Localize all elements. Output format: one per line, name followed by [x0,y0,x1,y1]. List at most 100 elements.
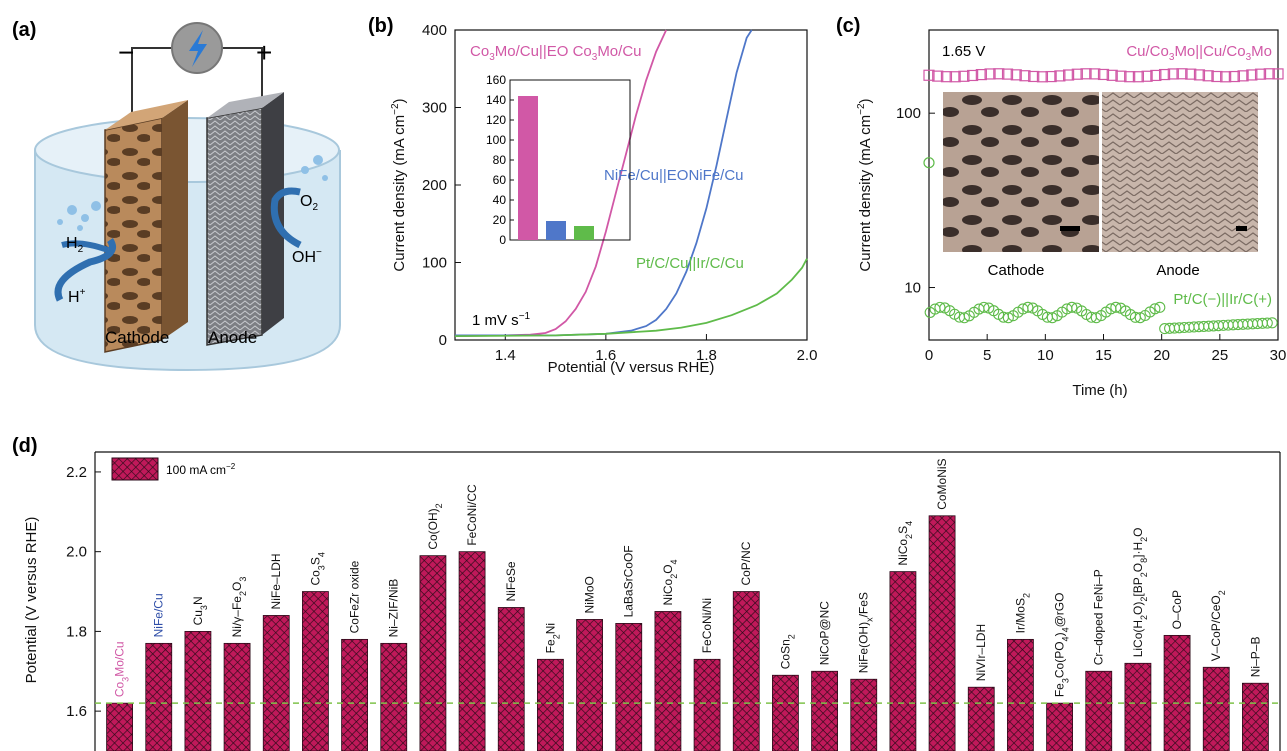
square-marker [1019,70,1031,82]
square-marker [1071,68,1083,80]
square-marker [1097,68,1110,81]
circle-marker [1090,312,1102,324]
cathode-side [162,100,188,340]
y-tick-label: 10 [904,280,921,297]
h2-arrow-icon [61,240,110,253]
bar-label: O–CoP [1170,590,1184,629]
bar-label: Cr–doped FeNi–P [1092,569,1106,665]
panel-b-curves [454,29,808,337]
bar-label: NiCo2O4 [661,559,679,605]
x-tick-label: 1.6 [595,347,616,364]
circle-marker [1266,317,1278,329]
panel-b-scan-rate: 1 mV s−1 [472,311,531,329]
circle-marker [1154,301,1166,313]
inset-y-tick-label: 60 [493,173,507,187]
cathode-sem-label: Cathode [988,262,1045,279]
circle-marker [923,157,935,169]
square-marker [1228,70,1240,83]
cathode-scale-bar [1060,226,1080,231]
square-marker [1211,70,1223,83]
panel-d-ticks: 1.6 1.8 2.0 2.2 [66,464,101,720]
panel-b-series-label-co3mo: Co3Mo/Cu||EO Co3Mo/Cu [470,43,642,63]
y-tick-label: 1.8 [66,623,87,640]
bar [772,674,799,751]
bar-label: CoP/NC [739,541,753,585]
bar [928,515,956,751]
square-marker [932,70,944,82]
square-marker [1062,69,1075,81]
square-marker [1237,70,1249,82]
bar-label: Ni–P–B [1248,637,1262,678]
bar-label: FeCoNi/CC [465,484,479,546]
o2-label: O2 [300,193,318,213]
square-marker [1272,68,1284,80]
panel-c-ylabel: Current density (mA cm−2) [856,98,874,271]
square-marker [1115,70,1127,82]
circle-marker [1046,312,1058,324]
inset-y-tick-label: 40 [493,193,507,207]
y-tick-label: 100 [422,255,447,272]
bar [1124,662,1152,751]
y-tick-label: 2.2 [66,464,87,481]
plus-sign: + [256,37,272,68]
panel-label-a: (a) [12,19,36,41]
circle-marker [1149,303,1161,315]
circle-marker [978,301,990,313]
anode-sem-image [1102,92,1258,252]
square-marker [1001,68,1014,80]
bar-label: Co3Mo/Cu [113,641,131,697]
inset-y-tick-label: 120 [486,113,506,127]
panel-b-ylabel: Current density (mA cm−2) [390,98,408,271]
bar [537,658,564,751]
inset-y-tick-label: 100 [486,133,506,147]
inset-bar-2 [574,226,594,240]
bar-label: Ni/γ–Fe2O3 [230,577,248,638]
bar-label: NiCoP@NC [818,601,832,666]
bar [380,642,408,751]
square-marker [1167,68,1179,80]
bar-label: CoFeZr oxide [348,560,362,633]
panel-b-frame [454,29,808,341]
bar [654,611,682,751]
panel-label-b: (b) [368,15,394,37]
bar-label: V–CoP/CeO2 [1209,590,1227,661]
bar [1242,682,1269,751]
square-marker [1254,68,1267,80]
bar-label: Co3S4 [308,552,326,585]
bar-label: CoMoNiS [935,458,949,509]
bar [889,571,917,751]
bar [1163,634,1191,751]
circle-marker [1002,312,1014,324]
panel-c-points [923,68,1284,335]
square-marker [1080,68,1092,80]
circle-marker [934,301,946,313]
cathode-label: Cathode [105,328,169,347]
square-marker [1141,70,1153,82]
panel-d-bars: Co3Mo/Cu NiFe/Cu Cu3N Ni/γ–Fe2O3 NiFe–LDH Co3… [95,458,1280,751]
bar [223,642,251,751]
panel-label-d: (d) [12,435,38,457]
y-tick-label: 100 [896,105,921,122]
anode-top [207,92,284,118]
panel-b-inset-bar-chart: 0 20 40 60 80 100 120 140 160 [486,73,631,247]
circle-marker [1134,312,1146,324]
series-line-0 [454,29,668,337]
square-marker [1220,71,1232,83]
panel-d-potential-bar-chart: 1.6 1.8 2.0 2.2 Co3Mo/Cu NiFe/Cu Cu3N Ni/γ–Fe2… [23,451,1281,751]
circle-marker [1022,301,1034,313]
square-marker [1132,71,1145,83]
panel-d-legend-label: 100 mA cm−2 [166,462,236,477]
panel-c-xlabel: Time (h) [1072,382,1127,399]
bar-label: NiCo2S4 [896,521,914,566]
bar [732,591,760,751]
square-marker [967,69,979,82]
gas-bubbles-icon [57,155,328,231]
square-marker [1089,68,1101,80]
x-tick-label: 1.4 [495,347,516,364]
circle-marker [958,312,970,324]
bar [811,670,838,751]
square-marker [1246,69,1258,81]
circle-marker [1066,301,1078,313]
square-marker [1010,69,1022,81]
panel-c-stability-chart: 0 5 10 15 20 25 30 10 100 Time (h) Current densi… [856,29,1286,399]
